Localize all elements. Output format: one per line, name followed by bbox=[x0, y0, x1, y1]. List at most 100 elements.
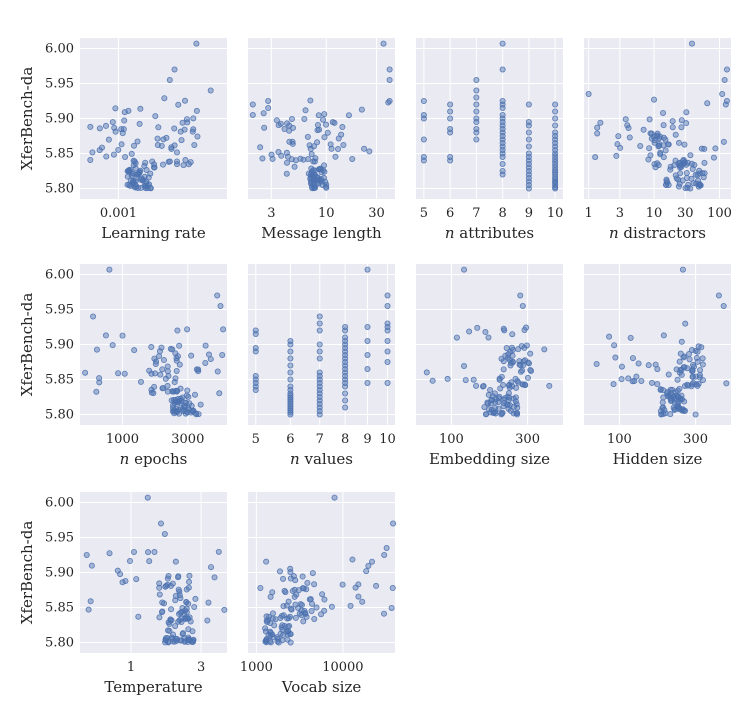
data-point bbox=[172, 558, 179, 565]
data-point bbox=[275, 149, 282, 156]
data-point bbox=[180, 630, 187, 637]
data-point bbox=[287, 396, 294, 403]
data-point bbox=[87, 156, 94, 163]
data-point bbox=[389, 585, 396, 592]
data-point bbox=[168, 606, 175, 613]
data-point bbox=[315, 180, 322, 187]
data-point bbox=[184, 326, 191, 333]
data-point bbox=[484, 400, 491, 407]
x-tick-label: 10 bbox=[547, 206, 564, 221]
data-point bbox=[118, 126, 125, 133]
data-point bbox=[173, 408, 180, 415]
data-point bbox=[473, 126, 480, 133]
y-tick-label: 5.80 bbox=[45, 182, 74, 197]
data-point bbox=[195, 368, 202, 375]
x-tick-label: 1000 bbox=[240, 660, 273, 675]
data-point bbox=[509, 358, 516, 365]
data-point bbox=[660, 122, 667, 129]
data-point bbox=[331, 494, 338, 501]
data-point bbox=[257, 144, 264, 151]
data-point bbox=[369, 558, 376, 565]
data-point bbox=[162, 375, 169, 382]
data-point bbox=[182, 399, 189, 406]
data-point bbox=[304, 579, 311, 586]
data-point bbox=[146, 558, 153, 565]
data-point bbox=[316, 320, 323, 327]
data-point bbox=[552, 129, 559, 136]
x-axis-label-variable: n bbox=[445, 224, 455, 242]
x-tick-label: 10 bbox=[379, 432, 396, 447]
data-point bbox=[342, 334, 349, 341]
data-point bbox=[309, 183, 316, 190]
data-point bbox=[148, 344, 155, 351]
data-point bbox=[122, 577, 129, 584]
data-point bbox=[161, 600, 168, 607]
data-point bbox=[106, 550, 113, 557]
data-point bbox=[156, 614, 163, 621]
data-point bbox=[145, 549, 152, 556]
data-point bbox=[175, 101, 182, 108]
data-point bbox=[287, 411, 294, 418]
x-axis-label: n distractors bbox=[609, 224, 706, 242]
data-point bbox=[721, 77, 728, 84]
data-point bbox=[342, 323, 349, 330]
data-point bbox=[302, 610, 309, 617]
x-tick-label: 7 bbox=[472, 206, 480, 221]
data-point bbox=[152, 113, 159, 120]
data-point bbox=[355, 593, 362, 600]
data-point bbox=[695, 343, 702, 350]
data-point bbox=[96, 375, 103, 382]
x-tick-label: 6 bbox=[286, 432, 294, 447]
data-point bbox=[514, 409, 521, 416]
data-point bbox=[470, 376, 477, 383]
data-point bbox=[221, 606, 228, 613]
data-point bbox=[112, 105, 119, 112]
data-point bbox=[678, 124, 685, 131]
data-point bbox=[215, 548, 222, 555]
x-axis-label: Vocab size bbox=[281, 678, 362, 696]
data-point bbox=[87, 123, 94, 130]
data-point bbox=[319, 591, 326, 598]
data-point bbox=[701, 145, 708, 152]
data-point bbox=[527, 350, 534, 357]
data-point bbox=[87, 598, 94, 605]
data-point bbox=[118, 141, 125, 148]
data-point bbox=[164, 581, 171, 588]
data-point bbox=[672, 172, 679, 179]
data-point bbox=[699, 355, 706, 362]
data-point bbox=[205, 599, 212, 606]
data-point bbox=[96, 379, 103, 386]
data-point bbox=[151, 549, 158, 556]
data-point bbox=[283, 628, 290, 635]
data-point bbox=[88, 562, 95, 569]
data-point bbox=[126, 558, 133, 565]
data-point bbox=[686, 356, 693, 363]
data-point bbox=[594, 124, 601, 131]
data-point bbox=[618, 376, 625, 383]
data-point bbox=[473, 94, 480, 101]
x-tick-label: 100 bbox=[607, 432, 632, 447]
data-point bbox=[689, 373, 696, 380]
data-point bbox=[287, 348, 294, 355]
data-point bbox=[106, 266, 113, 273]
data-point bbox=[298, 602, 305, 609]
data-point bbox=[122, 153, 129, 160]
data-point bbox=[594, 130, 601, 137]
data-point bbox=[252, 372, 259, 379]
data-point bbox=[173, 149, 180, 156]
data-point bbox=[211, 574, 218, 581]
data-point bbox=[676, 385, 683, 392]
data-point bbox=[662, 147, 669, 154]
data-point bbox=[611, 342, 618, 349]
data-point bbox=[214, 292, 221, 299]
data-point bbox=[381, 552, 388, 559]
data-point bbox=[275, 639, 282, 646]
data-point bbox=[491, 390, 498, 397]
data-point bbox=[672, 131, 679, 138]
data-point bbox=[287, 403, 294, 410]
data-point bbox=[420, 153, 427, 160]
data-point bbox=[287, 369, 294, 376]
data-point bbox=[651, 96, 658, 103]
data-point bbox=[93, 346, 100, 353]
